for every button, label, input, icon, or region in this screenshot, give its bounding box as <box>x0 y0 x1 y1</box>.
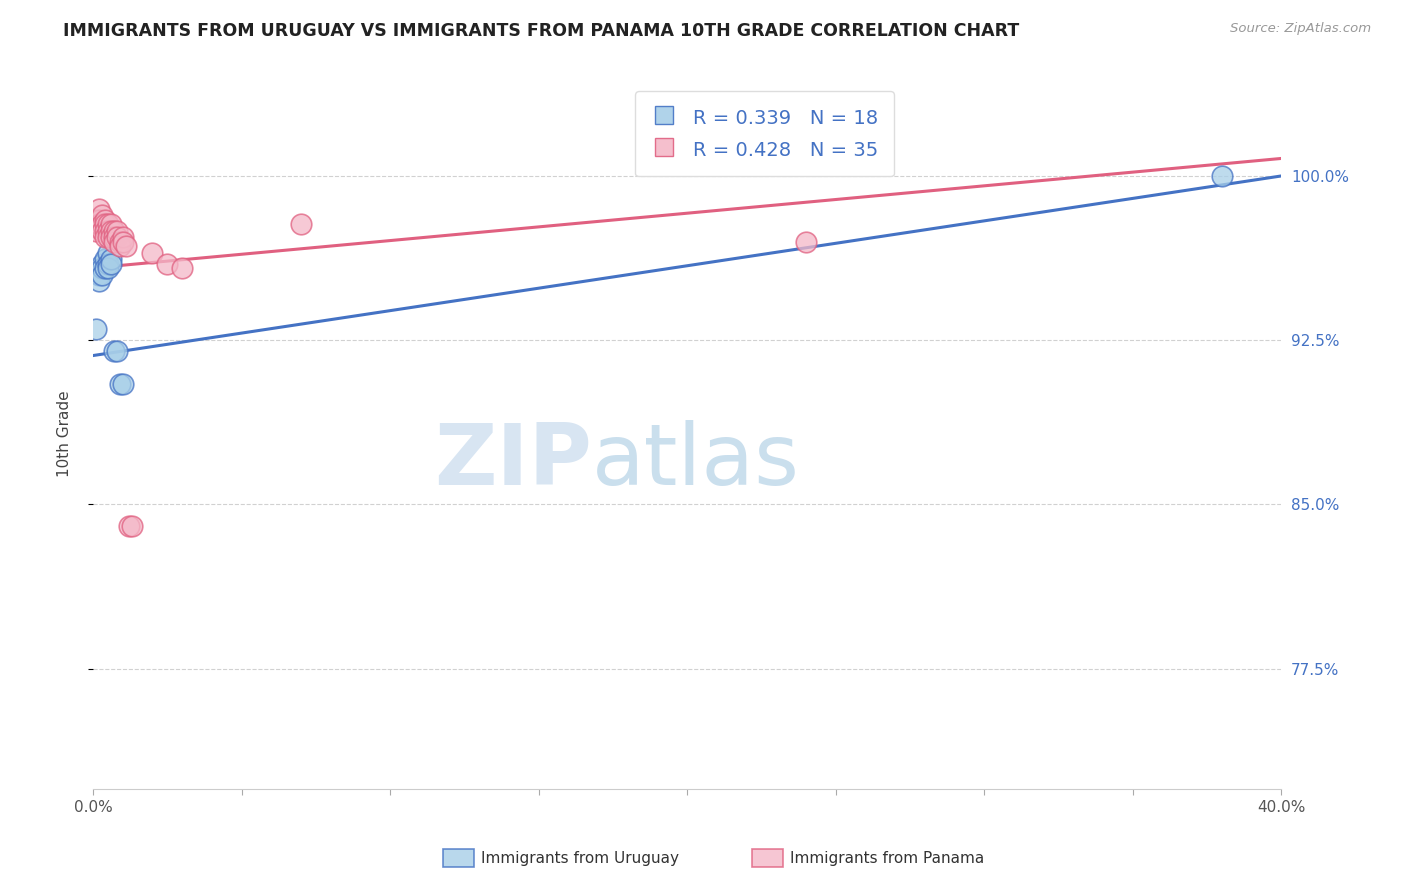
Point <box>97 260 120 275</box>
Point <box>100 256 122 270</box>
Point <box>87 268 110 282</box>
Point <box>90 260 112 275</box>
Text: Immigrants from Panama: Immigrants from Panama <box>790 851 984 865</box>
Point <box>172 260 194 275</box>
Point <box>100 252 122 267</box>
Point <box>90 224 112 238</box>
Point <box>141 245 163 260</box>
Point <box>114 239 136 253</box>
Text: Source: ZipAtlas.com: Source: ZipAtlas.com <box>1230 22 1371 36</box>
Point <box>103 230 125 244</box>
Point <box>156 256 179 270</box>
Point <box>290 217 312 231</box>
Legend: R = 0.339   N = 18, R = 0.428   N = 35: R = 0.339 N = 18, R = 0.428 N = 35 <box>634 91 894 177</box>
Point <box>90 268 112 282</box>
Point <box>84 224 107 238</box>
Point <box>87 274 110 288</box>
Point <box>108 239 131 253</box>
Point <box>100 230 122 244</box>
Point <box>103 344 125 359</box>
Point <box>94 212 117 227</box>
Point <box>94 252 117 267</box>
Point <box>90 217 112 231</box>
Point <box>108 235 131 249</box>
Y-axis label: 10th Grade: 10th Grade <box>58 390 72 476</box>
Point <box>108 377 131 392</box>
Point <box>103 235 125 249</box>
Point <box>84 212 107 227</box>
Point <box>121 519 143 533</box>
Point <box>87 217 110 231</box>
Point <box>111 377 134 392</box>
Point <box>90 208 112 222</box>
Point <box>90 256 112 270</box>
Point <box>100 217 122 231</box>
Point <box>97 217 120 231</box>
Point <box>97 256 120 270</box>
Point <box>87 212 110 227</box>
Point <box>105 224 128 238</box>
Point <box>103 224 125 238</box>
Point <box>87 202 110 216</box>
Point <box>94 230 117 244</box>
Point <box>794 235 817 249</box>
Point <box>97 245 120 260</box>
Point <box>94 224 117 238</box>
Point <box>1211 169 1233 183</box>
Point <box>84 322 107 336</box>
Text: ZIP: ZIP <box>434 420 592 503</box>
Text: atlas: atlas <box>592 420 800 503</box>
Text: Immigrants from Uruguay: Immigrants from Uruguay <box>481 851 679 865</box>
Point <box>97 224 120 238</box>
Point <box>94 217 117 231</box>
Point <box>97 230 120 244</box>
Point <box>111 230 134 244</box>
Point <box>111 235 134 249</box>
Point <box>105 344 128 359</box>
Point <box>94 260 117 275</box>
Point <box>118 519 141 533</box>
Text: IMMIGRANTS FROM URUGUAY VS IMMIGRANTS FROM PANAMA 10TH GRADE CORRELATION CHART: IMMIGRANTS FROM URUGUAY VS IMMIGRANTS FR… <box>63 22 1019 40</box>
Point <box>105 230 128 244</box>
Point <box>100 224 122 238</box>
